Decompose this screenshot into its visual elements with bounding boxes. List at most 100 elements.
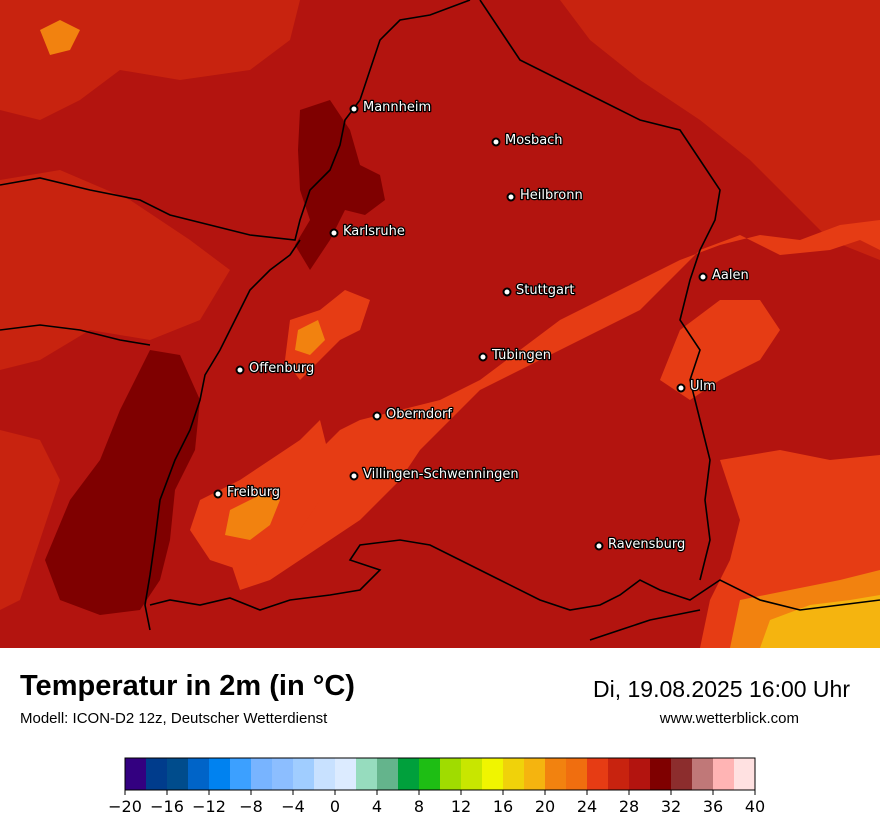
legend-swatch: [629, 758, 651, 790]
legend-swatch: [524, 758, 546, 790]
city-dot: [235, 365, 245, 375]
legend-swatch: [419, 758, 441, 790]
legend-tick-label: 12: [451, 797, 471, 816]
temperature-zone-northeast: [560, 0, 880, 260]
legend-swatch: [587, 758, 609, 790]
city-marker: Mannheim: [349, 99, 432, 116]
city-dot: [372, 411, 382, 421]
city-label: Karlsruhe: [343, 224, 405, 239]
city-label: Offenburg: [249, 361, 314, 376]
legend-ticks: −20 −16 −12 −8 −4 0 4 8 12 16 20 24 28 32 36 40: [108, 790, 765, 816]
legend-frame: [124, 757, 756, 791]
forecast-datetime: Di, 19.08.2025 16:00 Uhr: [592, 676, 850, 702]
city-marker: Offenburg: [235, 360, 316, 377]
legend-swatch: [335, 758, 357, 790]
legend-swatch: [293, 758, 315, 790]
city-label: Mannheim: [363, 100, 431, 115]
city-label: Freiburg: [227, 485, 280, 500]
city-markers: Mannheim Mosbach Heilbronn Karlsruhe Stuttga…: [213, 99, 750, 553]
city-marker: Stuttgart: [502, 282, 576, 299]
city-marker: Heilbronn: [506, 187, 584, 204]
legend-swatch: [671, 758, 693, 790]
legend-tick-label: 40: [745, 797, 765, 816]
city-dot: [506, 192, 516, 202]
temperature-zone-hotter-southeast: [760, 595, 880, 648]
temperature-zone-east-plateau: [660, 300, 780, 400]
legend-swatch: [650, 758, 672, 790]
temperature-zone-west: [0, 170, 230, 370]
city-dot: [349, 104, 359, 114]
border-path-south-lake: [149, 539, 880, 611]
city-label: Aalen: [712, 268, 749, 283]
legend-swatch: [398, 758, 420, 790]
city-marker: Tübingen: [478, 347, 552, 364]
legend-tick-label: 4: [372, 797, 382, 816]
legend-swatch: [314, 758, 336, 790]
model-source: Modell: ICON-D2 12z, Deutscher Wetterdie…: [20, 710, 328, 727]
temperature-zone-hot-black-forest: [225, 495, 280, 540]
legend-swatch: [356, 758, 378, 790]
city-marker: Oberndorf: [372, 406, 454, 423]
country-borders: [0, 0, 880, 641]
temperature-zone-southwest: [0, 430, 60, 610]
legend-swatch: [272, 758, 294, 790]
legend-swatch: [188, 758, 210, 790]
temperature-map: Mannheim Mosbach Heilbronn Karlsruhe Stuttga…: [0, 0, 880, 648]
legend-tick-label: 16: [493, 797, 513, 816]
legend-tick-label: 20: [535, 797, 555, 816]
city-label: Mosbach: [505, 133, 563, 148]
city-marker: Aalen: [698, 267, 750, 284]
legend-swatch: [251, 758, 273, 790]
city-label: Tübingen: [491, 348, 551, 363]
city-marker: Villingen-Schwenningen: [349, 466, 520, 483]
city-label: Villingen-Schwenningen: [363, 467, 519, 482]
legend-swatch: [440, 758, 462, 790]
temperature-zone-hot-central: [295, 320, 325, 355]
city-dot: [698, 272, 708, 282]
legend-swatch: [545, 758, 567, 790]
city-dot: [502, 287, 512, 297]
legend-tick-label: 24: [577, 797, 597, 816]
legend-tick-label: −4: [281, 797, 305, 816]
city-label: Ravensburg: [608, 537, 685, 552]
border-path-east: [479, 0, 721, 581]
temperature-zone-warm-band: [230, 220, 880, 590]
legend-tick-label: 0: [330, 797, 340, 816]
city-dot: [491, 137, 501, 147]
city-label: Oberndorf: [386, 407, 452, 422]
city-dot: [478, 352, 488, 362]
legend-tick-label: −8: [239, 797, 263, 816]
legend-swatch: [146, 758, 168, 790]
city-label: Stuttgart: [516, 283, 574, 298]
legend-swatch: [566, 758, 588, 790]
temperature-zone-central: [285, 290, 370, 380]
legend-swatch: [503, 758, 525, 790]
legend-tick-label: −20: [108, 797, 142, 816]
legend-swatches: [124, 757, 756, 791]
city-label: Ulm: [690, 379, 716, 394]
legend-tick-label: 32: [661, 797, 681, 816]
legend-swatch: [377, 758, 399, 790]
legend-swatch: [482, 758, 504, 790]
legend-swatch: [608, 758, 630, 790]
city-marker: Ulm: [676, 378, 717, 395]
legend-swatch: [209, 758, 231, 790]
city-marker: Mosbach: [491, 132, 564, 149]
city-marker: Ravensburg: [594, 536, 687, 553]
legend-tick-label: 8: [414, 797, 424, 816]
legend-tick-label: 28: [619, 797, 639, 816]
temperature-zone-rhine-north: [295, 100, 385, 270]
legend-swatch: [461, 758, 483, 790]
map-title: Temperatur in 2m (in °C): [20, 670, 355, 702]
city-dot: [594, 541, 604, 551]
legend-tick-label: 36: [703, 797, 723, 816]
temperature-zone-hot-north: [40, 20, 80, 55]
city-marker: Karlsruhe: [329, 223, 406, 240]
legend-swatch: [713, 758, 735, 790]
city-dot: [329, 228, 339, 238]
legend-swatch: [692, 758, 714, 790]
border-path-alps: [589, 609, 701, 641]
city-label: Heilbronn: [520, 188, 583, 203]
temperature-zone-rhine-south: [45, 350, 200, 615]
border-path-west-rhine: [144, 239, 301, 631]
